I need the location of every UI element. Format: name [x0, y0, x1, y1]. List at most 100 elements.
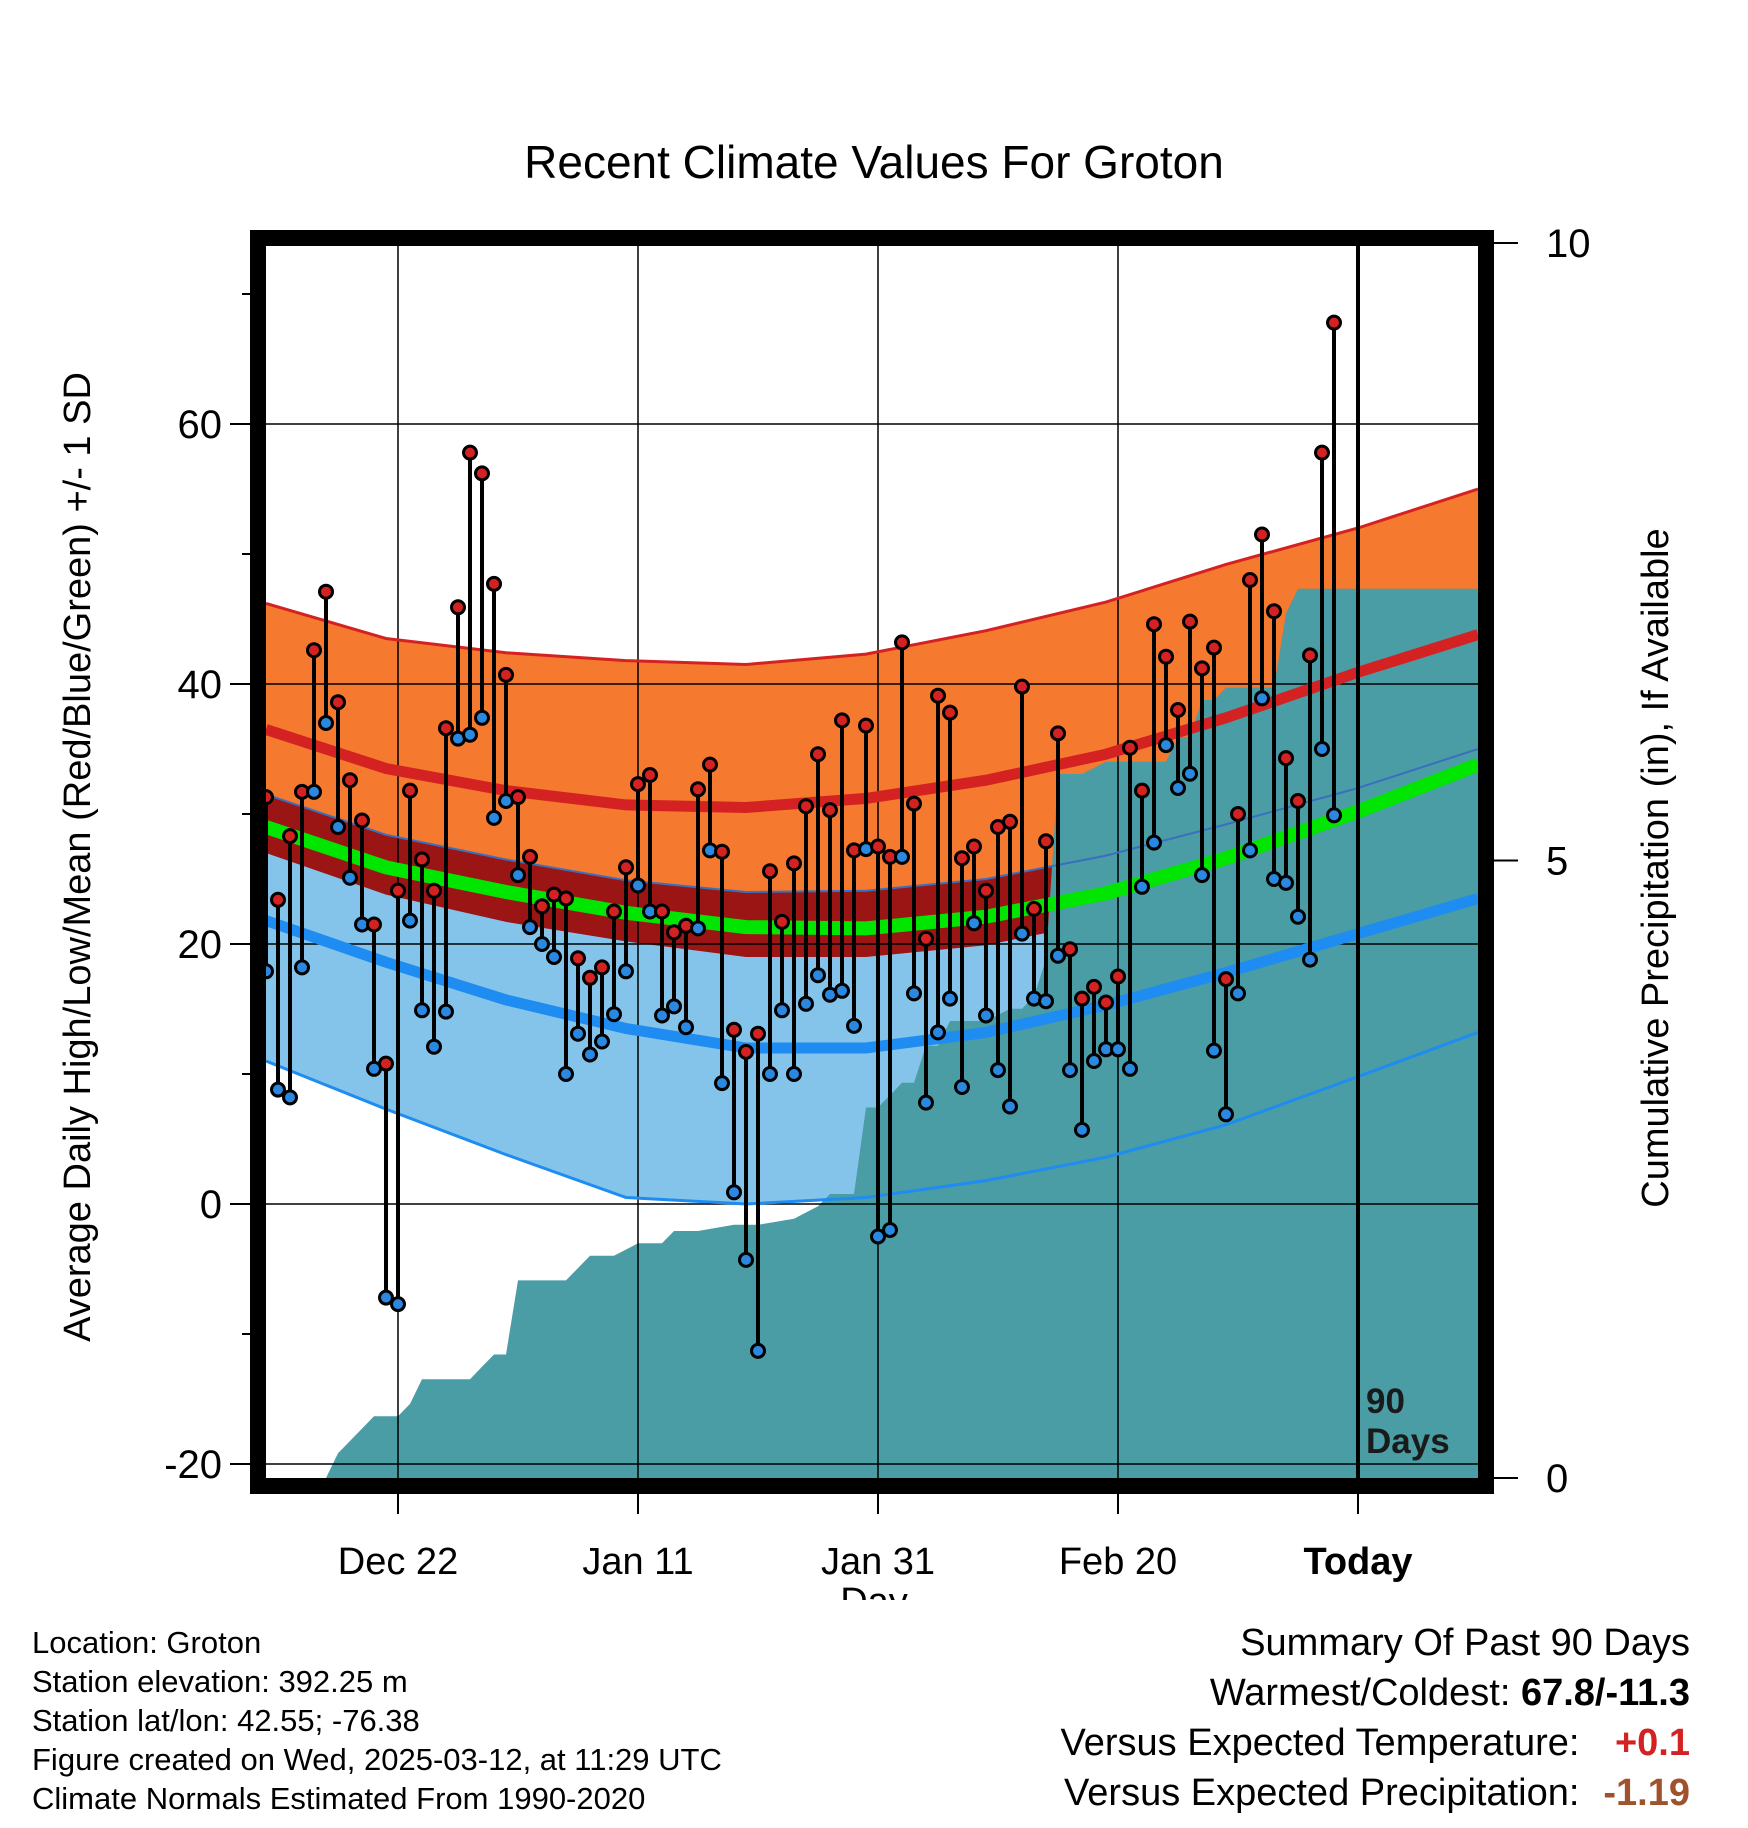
daily-high-point	[342, 772, 358, 789]
daily-low-point	[474, 709, 490, 726]
daily-low-point	[1014, 925, 1030, 942]
daily-low-point	[1302, 951, 1318, 968]
daily-high-point	[498, 666, 514, 683]
daily-high-point	[1074, 990, 1090, 1007]
daily-high-point	[762, 863, 778, 880]
daily-high-point	[1014, 678, 1030, 695]
daily-low-point	[798, 995, 814, 1012]
daily-high-point	[1242, 572, 1258, 588]
daily-high-point	[630, 776, 646, 793]
daily-low-point	[594, 1033, 610, 1050]
daily-high-point	[774, 913, 790, 930]
precipitation-area	[266, 588, 1478, 1478]
daily-low-point	[306, 783, 322, 800]
daily-low-point	[1290, 908, 1306, 925]
daily-high-point	[1302, 647, 1318, 664]
daily-low-point	[486, 809, 502, 826]
daily-high-point	[510, 789, 526, 806]
x-tick-label-3: Feb 20	[1059, 1541, 1177, 1583]
daily-low-point	[1218, 1106, 1234, 1123]
temp-label: Versus Expected Temperature:	[1060, 1722, 1580, 1764]
x-axis-label: Day	[840, 1581, 908, 1600]
low-sd-lower-edge	[266, 1030, 1478, 1206]
daily-low-point	[510, 867, 526, 884]
y2-tick-label-0: 0	[1546, 1457, 1568, 1501]
daily-high-point	[1230, 806, 1246, 822]
daily-high-point	[402, 782, 418, 799]
daily-high-point	[822, 802, 838, 819]
daily-high-point	[1062, 941, 1078, 958]
y2-tick-label-2: 10	[1546, 222, 1591, 266]
chart-title: Recent Climate Values For Groton	[524, 136, 1224, 188]
daily-low-point	[1134, 878, 1150, 895]
high-sd-upper-edge	[266, 487, 1478, 667]
daily-high-point	[870, 838, 886, 855]
y-tick-label-3: 40	[178, 663, 223, 707]
precip-value: -1.19	[1603, 1772, 1690, 1814]
daily-low-point	[1254, 690, 1270, 707]
daily-high-point	[1134, 782, 1150, 799]
daily-high-point	[330, 694, 346, 711]
daily-low-point	[918, 1094, 934, 1111]
daily-high-point	[414, 851, 430, 868]
daily-low-point	[546, 949, 562, 965]
daily-high-point	[1002, 813, 1018, 830]
daily-high-point	[810, 746, 826, 763]
daily-low-point	[390, 1296, 406, 1313]
daily-low-point	[1146, 834, 1162, 851]
daily-low-point	[570, 1025, 586, 1042]
warm-cold-value: 67.8/-11.3	[1520, 1672, 1690, 1714]
daily-low-point	[1326, 807, 1342, 824]
daily-high-point	[906, 795, 922, 812]
daily-high-point	[558, 890, 574, 907]
daily-low-point	[762, 1066, 778, 1082]
daily-high-point	[1026, 900, 1042, 917]
daily-high-point	[1278, 750, 1294, 767]
daily-low-point	[294, 959, 310, 976]
station-info: Location: Groton Station elevation: 392.…	[32, 1623, 722, 1818]
daily-low-point	[714, 1075, 730, 1092]
daily-high-point	[930, 687, 946, 704]
daily-low-point	[1074, 1121, 1090, 1138]
warm-cold-label: Warmest/Coldest:	[1209, 1672, 1511, 1714]
daily-high-point	[714, 843, 730, 860]
daily-low-point	[534, 936, 550, 952]
daily-low-point	[1194, 867, 1210, 884]
daily-low-point	[738, 1251, 754, 1268]
daily-low-point	[630, 877, 646, 894]
normal-low-line	[266, 893, 1478, 1054]
daily-low-point	[1086, 1053, 1102, 1069]
daily-low-point	[426, 1038, 442, 1055]
info-location: Location: Groton	[32, 1625, 262, 1660]
daily-low-point	[462, 726, 478, 743]
daily-high-point	[438, 720, 454, 737]
daily-high-point	[1182, 613, 1198, 630]
daily-high-point	[1110, 968, 1126, 985]
summary-panel: Summary Of Past 90 Days Warmest/Coldest:…	[1061, 1618, 1690, 1818]
daily-low-point	[930, 1024, 946, 1041]
daily-high-point	[390, 882, 406, 899]
x-tick-label-4: Today	[1303, 1541, 1412, 1583]
summary-title: Summary Of Past 90 Days	[1240, 1622, 1690, 1664]
daily-high-point	[726, 1021, 742, 1038]
daily-low-point	[330, 819, 346, 835]
daily-high-point	[354, 812, 370, 829]
daily-low-point	[894, 848, 910, 865]
y-tick-label-0: -20	[164, 1443, 222, 1487]
daily-high-point	[1038, 833, 1054, 850]
daily-low-point	[690, 920, 706, 937]
daily-low-point	[1122, 1060, 1138, 1077]
daily-low-point	[582, 1046, 598, 1063]
y-tick-label-4: 60	[178, 403, 223, 447]
daily-low-point	[666, 998, 682, 1015]
daily-high-point	[702, 756, 718, 773]
y2-axis-label: Cumulative Precipitation (in), If Availa…	[1635, 528, 1677, 1207]
daily-high-point	[1254, 526, 1270, 543]
daily-low-point	[1158, 737, 1174, 754]
daily-high-point	[570, 950, 586, 967]
daily-low-point	[966, 915, 982, 932]
daily-low-point	[834, 982, 850, 999]
daily-high-point	[270, 891, 286, 908]
daily-low-point	[906, 985, 922, 1002]
daily-low-point	[282, 1089, 298, 1106]
